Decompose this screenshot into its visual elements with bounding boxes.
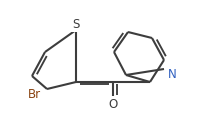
Text: O: O (108, 98, 118, 110)
Text: N: N (168, 69, 176, 81)
Text: Br: Br (27, 88, 41, 102)
Text: S: S (72, 18, 80, 30)
